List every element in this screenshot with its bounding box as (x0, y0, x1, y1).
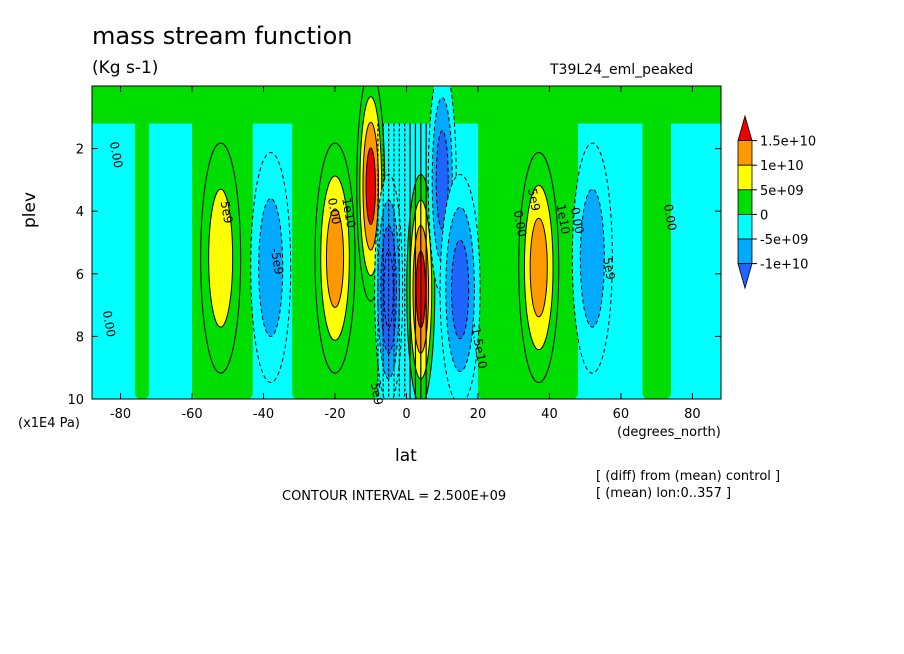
contour-label: 0.00 (661, 203, 679, 232)
zero-band-top (92, 86, 721, 124)
y-tick-label: 6 (76, 268, 84, 283)
x-tick-label: -80 (110, 407, 131, 422)
x-axis-label: lat (395, 446, 417, 466)
cell-6-level-3 (435, 130, 449, 230)
contour-label: 0.00 (107, 140, 125, 169)
cell-2-level-3 (325, 208, 345, 308)
plot-background (92, 86, 721, 399)
zero-band-3 (642, 86, 671, 399)
x-tick-label: -60 (181, 407, 202, 422)
colorbar-label: 5e+09 (760, 184, 804, 199)
colorbar-swatch (737, 189, 753, 215)
colorbar-label: -5e+09 (760, 233, 808, 248)
y-axis: 2 4 6 8 10 (67, 143, 721, 408)
y-tick-label: 8 (76, 330, 84, 345)
colorbar-swatch (737, 164, 753, 191)
x-tick-label: 0 (402, 407, 410, 422)
y-tick-label: 10 (67, 393, 84, 408)
cell-0-level-2 (208, 188, 234, 328)
cell-9-level-2 (579, 188, 605, 328)
zero-band-4 (134, 86, 150, 399)
contour-label: 0.00 (568, 206, 586, 235)
colorbar-bottom-arrow (737, 263, 753, 290)
colorbar-label: 0 (760, 208, 768, 223)
colorbar-label: 1.5e+10 (760, 135, 816, 150)
x-tick-label: 20 (470, 407, 487, 422)
contour-label: 0.00 (511, 209, 529, 238)
equatorial-contour-lines (377, 123, 427, 399)
contour-label: 0.00 (325, 197, 343, 226)
contour-label: -5e9 (268, 247, 286, 276)
colorbar-label: -1e+10 (760, 258, 808, 273)
colorbar: 1.5e+10 1e+10 5e+09 0 -5e+09 -1e+10 (737, 114, 816, 290)
contour-label: 0.00 (100, 309, 118, 338)
x-axis: -80 -60 -40 -20 0 20 40 60 80 (110, 86, 701, 422)
colorbar-swatch (737, 213, 753, 240)
contour-label: 1e10 (339, 197, 358, 229)
run-label: T39L24_eml_peaked (550, 62, 694, 78)
y-axis-units: (x1E4 Pa) (18, 416, 80, 431)
x-tick-label: -20 (324, 407, 345, 422)
colorbar-label: 1e+10 (760, 159, 804, 174)
cell-8-level-3 (529, 217, 548, 318)
cell-1-level-2 (258, 198, 284, 338)
chart-title: mass stream function (92, 22, 353, 50)
x-axis-units: (degrees_north) (617, 425, 721, 440)
cell-3-level-4 (365, 147, 376, 225)
contour-label: 5e9 (368, 381, 386, 406)
y-tick-label: 4 (76, 205, 84, 220)
x-tick-label: 60 (613, 407, 630, 422)
x-tick-label: 80 (684, 407, 701, 422)
chart-units: (Kg s-1) (92, 58, 159, 78)
note-mean: [ (mean) lon:0..357 ] (596, 486, 732, 501)
y-axis-label: plev (20, 191, 40, 228)
plot-area (92, 86, 721, 399)
contour-label: 5e9 (525, 187, 543, 212)
contour-label: 1e10 (554, 203, 573, 235)
colorbar-swatch (737, 238, 753, 265)
cell-7-level-3 (451, 239, 470, 340)
y-tick-label: 2 (76, 143, 84, 158)
contour-interval: CONTOUR INTERVAL = 2.500E+09 (282, 489, 507, 504)
colorbar-top-arrow (737, 114, 753, 142)
x-tick-label: 40 (541, 407, 558, 422)
x-tick-label: -40 (253, 407, 274, 422)
note-diff: [ (diff) from (mean) control ] (596, 469, 781, 484)
contour-label: 5e9 (218, 200, 236, 225)
contour-label: 5e9 (600, 256, 618, 281)
colorbar-swatch (737, 140, 753, 166)
